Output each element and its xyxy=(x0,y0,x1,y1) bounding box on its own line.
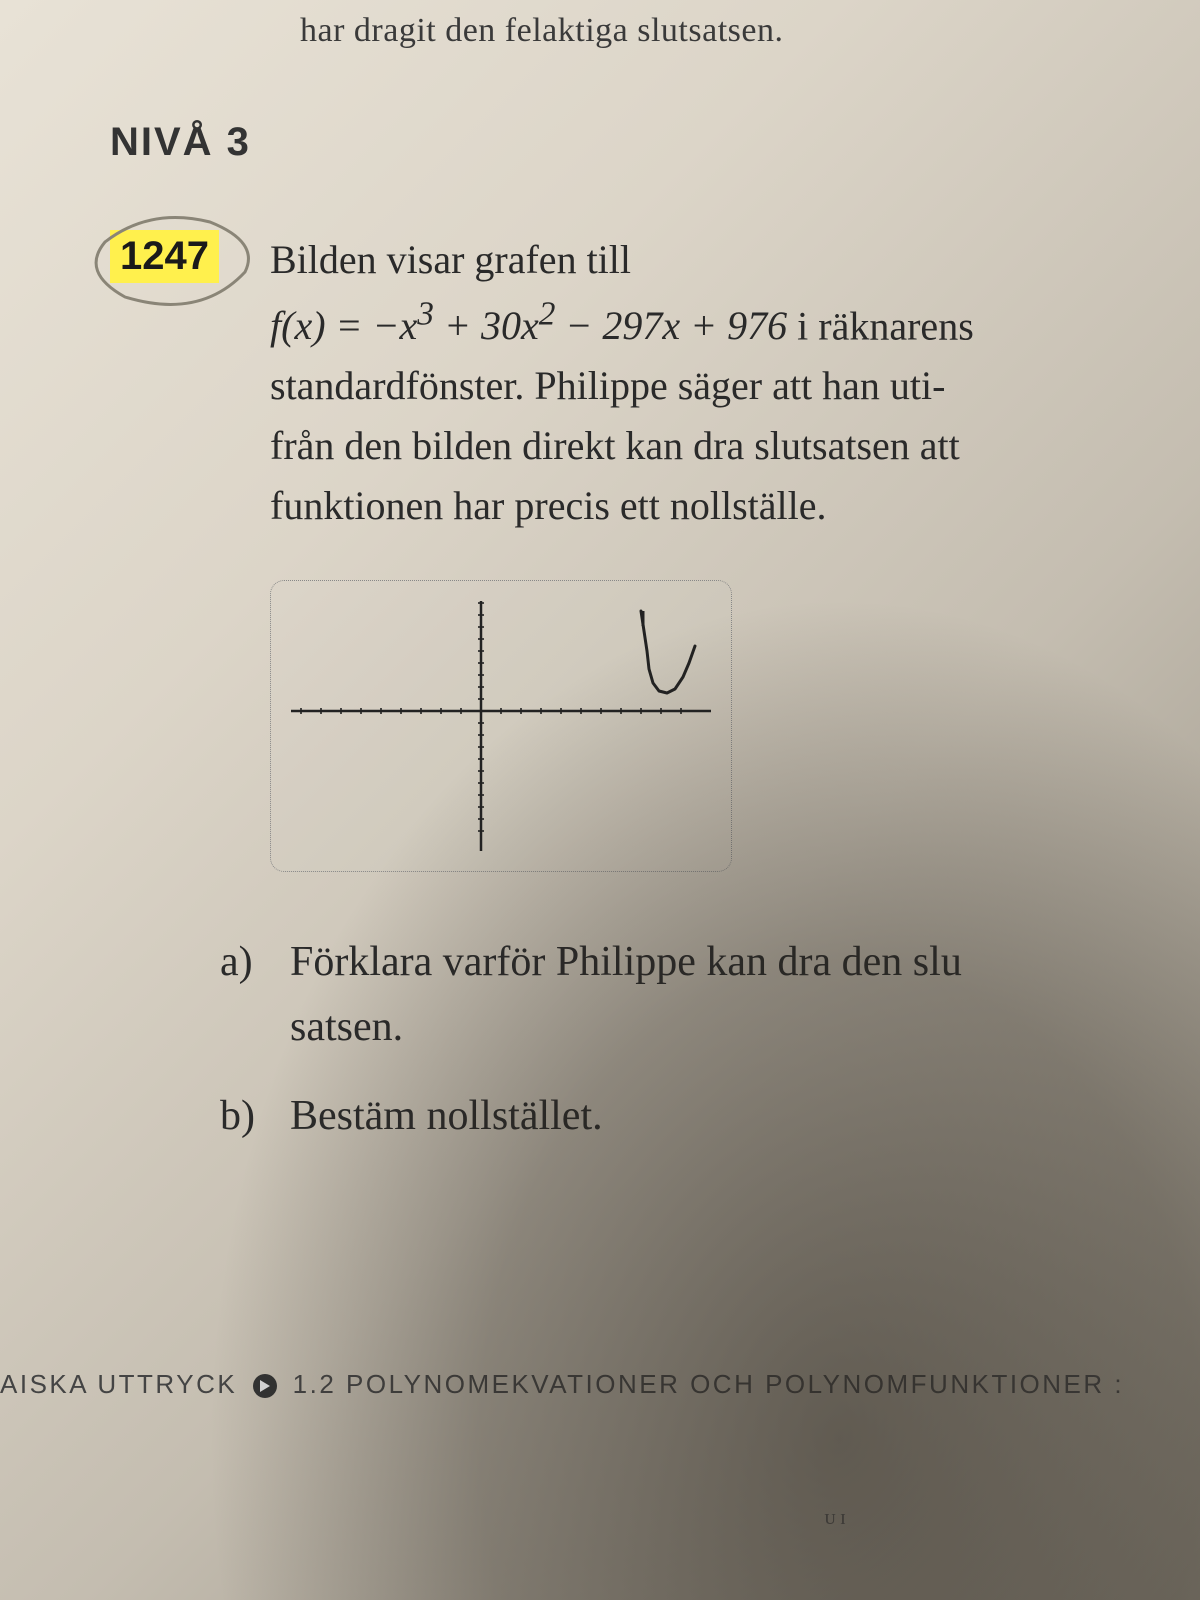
problem-line-2-tail: i räknarens xyxy=(797,303,974,348)
problem-text: Bilden visar grafen till f(x) = −x3 + 30… xyxy=(270,230,1140,536)
graph-svg xyxy=(271,581,731,871)
sub-text-a: Förklara varför Philippe kan dra den slu… xyxy=(290,930,962,1060)
level-heading: NIVÅ 3 xyxy=(110,120,251,165)
sub-question-a: a) Förklara varför Philippe kan dra den … xyxy=(220,930,1160,1060)
problem-line-5: funktionen har precis ett nollställe. xyxy=(270,483,827,528)
problem-number-wrap: 1247 xyxy=(110,230,219,283)
problem-block: 1247 Bilden visar grafen till f(x) = −x3… xyxy=(110,230,1140,536)
small-mark: ᴜɪ xyxy=(824,1504,850,1530)
previous-line-fragment: har dragit den felaktiga slutsatsen. xyxy=(300,12,783,50)
footer-left: AISKA UTTRYCK xyxy=(0,1369,237,1399)
sub-text-b-l1: Bestäm nollstället. xyxy=(290,1093,603,1139)
sub-label-b: b) xyxy=(220,1084,290,1149)
problem-line-1: Bilden visar grafen till xyxy=(270,237,631,282)
problem-formula: f(x) = −x3 + 30x2 − 297x + 976 xyxy=(270,303,797,348)
page-root: har dragit den felaktiga slutsatsen. NIV… xyxy=(0,0,1200,1600)
problem-line-3: standardfönster. Philippe säger att han … xyxy=(270,363,945,408)
footer-section: 1.2 POLYNOMEKVATIONER OCH POLYNOMFUNKTIO… xyxy=(293,1369,1105,1399)
sub-text-a-l1: Förklara varför Philippe kan dra den slu xyxy=(290,939,962,985)
footer-arrow-icon xyxy=(253,1374,277,1398)
sub-text-b: Bestäm nollstället. xyxy=(290,1084,603,1149)
footer-tail: : xyxy=(1114,1369,1124,1399)
problem-number: 1247 xyxy=(110,230,219,283)
problem-line-4: från den bilden direkt kan dra slutsatse… xyxy=(270,423,960,468)
sub-text-a-l2: satsen. xyxy=(290,1004,403,1050)
sub-question-b: b) Bestäm nollstället. xyxy=(220,1084,1160,1149)
page-footer: AISKA UTTRYCK 1.2 POLYNOMEKVATIONER OCH … xyxy=(0,1369,1124,1400)
calculator-graph xyxy=(270,580,732,872)
sub-questions: a) Förklara varför Philippe kan dra den … xyxy=(220,930,1160,1173)
sub-label-a: a) xyxy=(220,930,290,1060)
